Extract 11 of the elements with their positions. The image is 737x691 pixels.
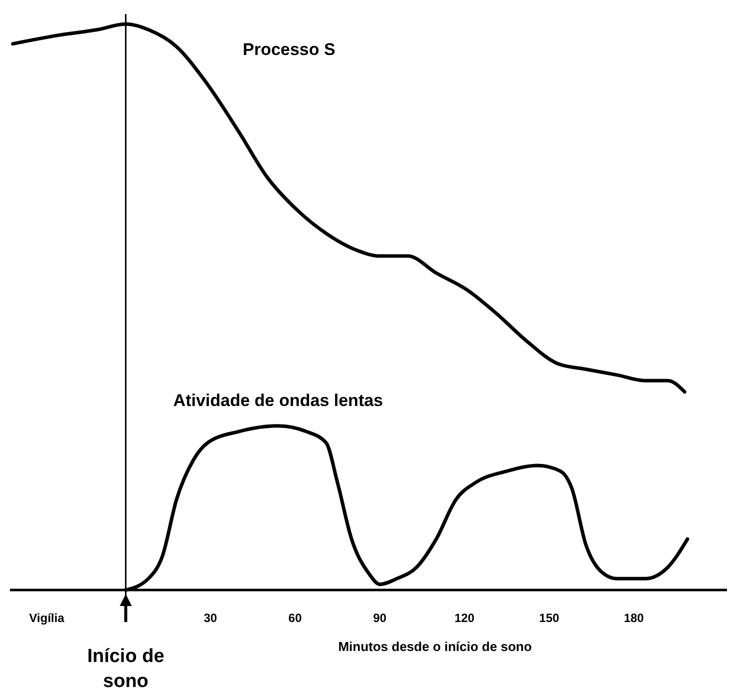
x-tick-label: 60 [288,611,302,625]
x-tick-label: 120 [454,611,475,625]
series-label: Atividade de ondas lentas [173,390,384,410]
x-tick-label: 150 [539,611,560,625]
x-tick-label: Vigília [29,611,65,625]
text: Processo S [242,40,336,59]
x-axis-title: Minutos desde o início de sono [338,639,532,654]
ref-line-label: Início de sono [87,646,164,691]
x-tick-label: 180 [624,611,644,625]
x-tick-label: 30 [204,611,218,625]
x-tick-label: 90 [373,611,387,625]
